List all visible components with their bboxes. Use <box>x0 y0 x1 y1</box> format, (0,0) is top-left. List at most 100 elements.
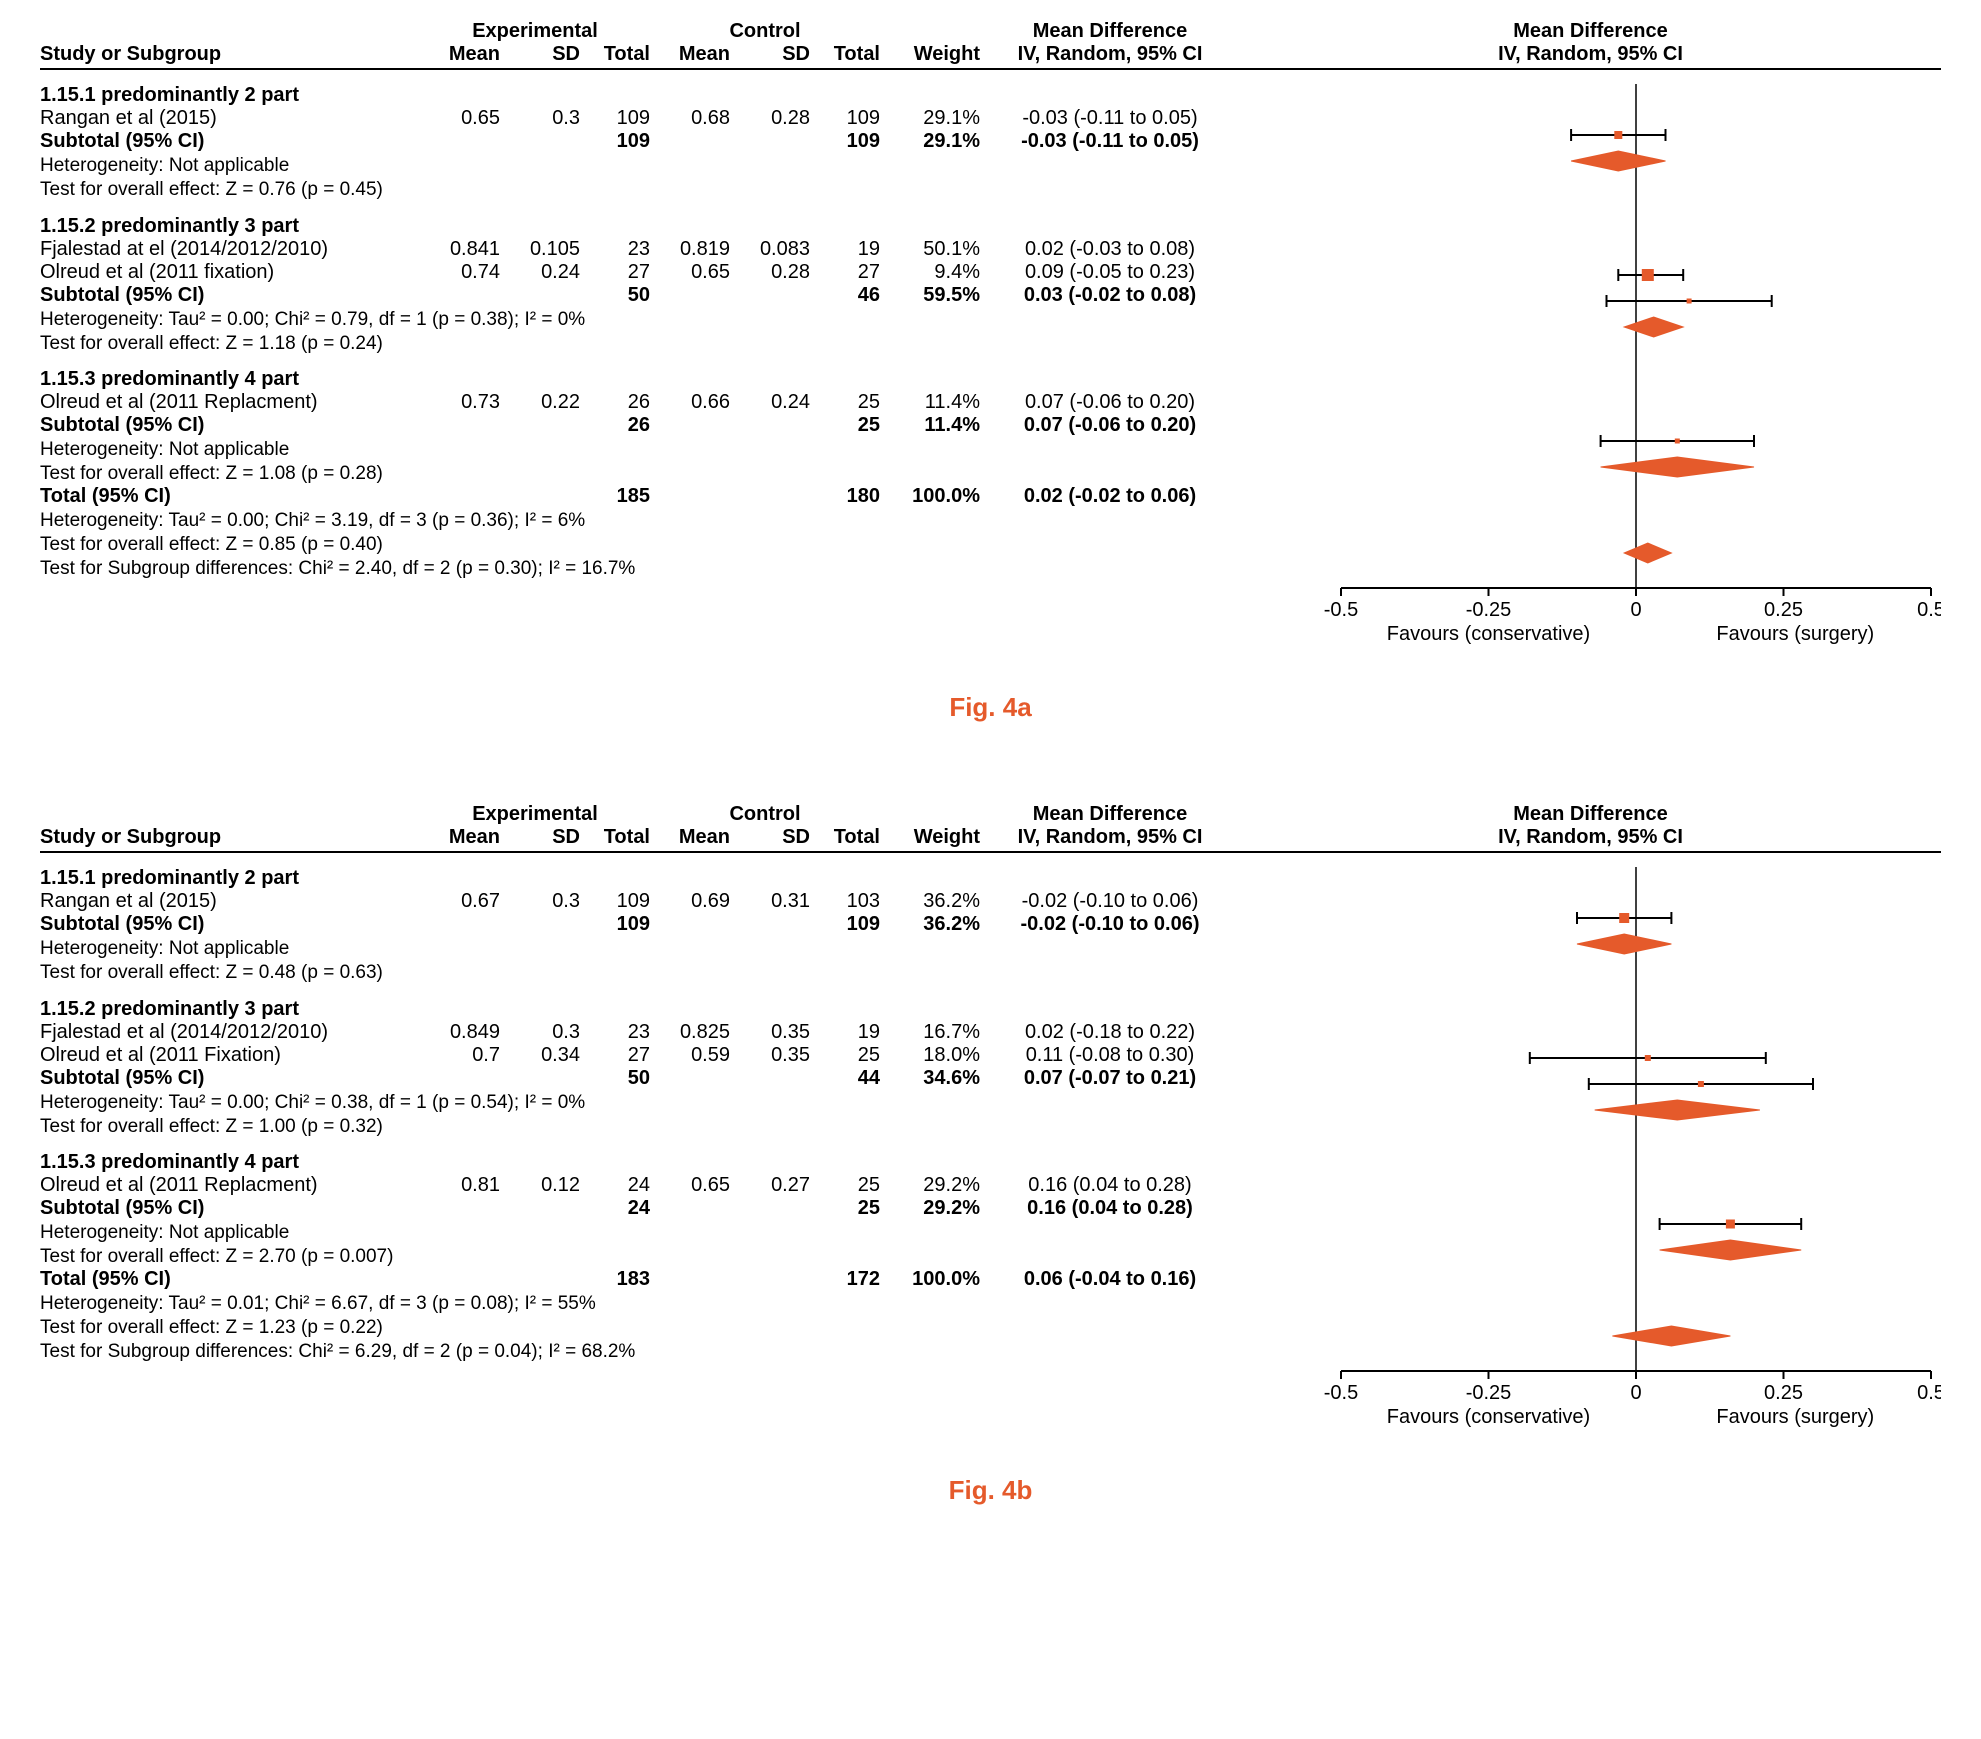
header-control: Control <box>650 803 880 826</box>
exp-mean: 0.73 <box>420 391 500 414</box>
exp-total: 27 <box>580 1044 650 1067</box>
forest-point <box>1571 129 1665 141</box>
study-label: Fjalestad et al (2014/2012/2010) <box>40 1021 420 1044</box>
exp-mean: 0.74 <box>420 261 500 284</box>
ctrl-total: 25 <box>810 1174 880 1197</box>
exp-total: 109 <box>580 890 650 913</box>
subtotal-w: 11.4% <box>880 414 980 437</box>
ctrl-total: 25 <box>810 1044 880 1067</box>
ctrl-sd: 0.31 <box>730 890 810 913</box>
figure-label: Fig. 4b <box>40 1475 1941 1506</box>
header-sd: SD <box>500 43 580 66</box>
exp-mean: 0.81 <box>420 1174 500 1197</box>
header-mdci-plot: IV, Random, 95% CI <box>1240 826 1941 849</box>
exp-sd: 0.12 <box>500 1174 580 1197</box>
ctrl-sd: 0.27 <box>730 1174 810 1197</box>
favours-left: Favours (conservative) <box>1387 623 1590 645</box>
header-md-text: Mean Difference <box>980 803 1240 826</box>
exp-total: 23 <box>580 238 650 261</box>
forest-diamond <box>1577 934 1671 954</box>
header-total2: Total <box>810 826 880 849</box>
subtotal-label: Subtotal (95% CI) <box>40 913 420 936</box>
subtotal-et: 24 <box>580 1197 650 1220</box>
weight: 36.2% <box>880 890 980 913</box>
axis-tick-label: -0.25 <box>1466 599 1512 621</box>
ctrl-total: 19 <box>810 238 880 261</box>
md-text: 0.11 (-0.08 to 0.30) <box>980 1044 1240 1067</box>
ctrl-mean: 0.59 <box>650 1044 730 1067</box>
subtotal-md: 0.07 (-0.06 to 0.20) <box>980 414 1240 437</box>
ctrl-sd: 0.083 <box>730 238 810 261</box>
ctrl-total: 27 <box>810 261 880 284</box>
header-mean: Mean <box>420 826 500 849</box>
exp-total: 24 <box>580 1174 650 1197</box>
header-mean: Mean <box>420 43 500 66</box>
md-text: -0.02 (-0.10 to 0.06) <box>980 890 1240 913</box>
header-rule <box>40 851 1941 853</box>
study-label: Olreud et al (2011 Replacment) <box>40 391 420 414</box>
forest-diamond <box>1624 317 1683 337</box>
ctrl-total: 19 <box>810 1021 880 1044</box>
exp-total: 23 <box>580 1021 650 1044</box>
forest-point <box>1607 295 1772 307</box>
axis-tick-label: 0.5 <box>1917 599 1941 621</box>
header-weight: Weight <box>880 43 980 66</box>
header-experimental: Experimental <box>420 20 650 43</box>
exp-sd: 0.24 <box>500 261 580 284</box>
exp-sd: 0.22 <box>500 391 580 414</box>
forest-point <box>1660 1218 1802 1230</box>
axis-tick-label: 0 <box>1630 1382 1641 1404</box>
axis-tick-label: 0 <box>1630 599 1641 621</box>
forest-diamond <box>1660 1240 1802 1260</box>
header-weight: Weight <box>880 826 980 849</box>
forest-plot: -0.5-0.2500.250.5Favours (conservative)F… <box>1321 867 1941 1465</box>
ctrl-sd: 0.35 <box>730 1044 810 1067</box>
subtotal-label: Subtotal (95% CI) <box>40 1197 420 1220</box>
subtotal-et: 26 <box>580 414 650 437</box>
md-text: 0.07 (-0.06 to 0.20) <box>980 391 1240 414</box>
header-sd2: SD <box>730 43 810 66</box>
forest-diamond <box>1624 543 1671 563</box>
header-study: Study or Subgroup <box>40 826 420 849</box>
forest-point <box>1601 435 1754 447</box>
axis-tick-label: -0.5 <box>1324 599 1358 621</box>
subtotal-label: Subtotal (95% CI) <box>40 414 420 437</box>
axis-tick-label: 0.25 <box>1764 599 1803 621</box>
subtotal-label: Subtotal (95% CI) <box>40 130 420 153</box>
subtotal-et: 50 <box>580 1067 650 1090</box>
subtotal-md: 0.16 (0.04 to 0.28) <box>980 1197 1240 1220</box>
exp-sd: 0.34 <box>500 1044 580 1067</box>
total-ct: 180 <box>810 485 880 508</box>
ctrl-total: 109 <box>810 107 880 130</box>
exp-mean: 0.849 <box>420 1021 500 1044</box>
total-label: Total (95% CI) <box>40 1268 420 1291</box>
ctrl-mean: 0.65 <box>650 261 730 284</box>
header-sd: SD <box>500 826 580 849</box>
subtotal-w: 34.6% <box>880 1067 980 1090</box>
ctrl-total: 25 <box>810 391 880 414</box>
header-mdci: IV, Random, 95% CI <box>980 826 1240 849</box>
ctrl-mean: 0.68 <box>650 107 730 130</box>
ctrl-sd: 0.28 <box>730 261 810 284</box>
total-w: 100.0% <box>880 485 980 508</box>
study-label: Rangan et al (2015) <box>40 890 420 913</box>
subtotal-md: -0.03 (-0.11 to 0.05) <box>980 130 1240 153</box>
md-text: 0.02 (-0.03 to 0.08) <box>980 238 1240 261</box>
header-mean2: Mean <box>650 43 730 66</box>
study-label: Olreud et al (2011 Replacment) <box>40 1174 420 1197</box>
total-md: 0.06 (-0.04 to 0.16) <box>980 1268 1240 1291</box>
total-md: 0.02 (-0.02 to 0.06) <box>980 485 1240 508</box>
ctrl-sd: 0.28 <box>730 107 810 130</box>
subtotal-ct: 25 <box>810 1197 880 1220</box>
subtotal-w: 36.2% <box>880 913 980 936</box>
forest-panel-a: ExperimentalControlMean DifferenceMean D… <box>40 20 1941 723</box>
total-et: 183 <box>580 1268 650 1291</box>
subtotal-et: 50 <box>580 284 650 307</box>
forest-panel-b: ExperimentalControlMean DifferenceMean D… <box>40 803 1941 1506</box>
weight: 29.2% <box>880 1174 980 1197</box>
header-total: Total <box>580 43 650 66</box>
exp-mean: 0.65 <box>420 107 500 130</box>
exp-mean: 0.841 <box>420 238 500 261</box>
forest-point <box>1577 912 1671 924</box>
subtotal-ct: 44 <box>810 1067 880 1090</box>
